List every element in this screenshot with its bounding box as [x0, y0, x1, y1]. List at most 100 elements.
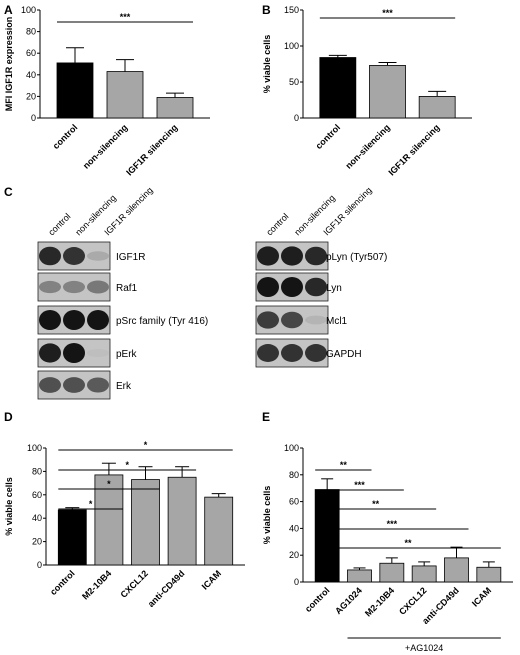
blot-band	[305, 315, 327, 325]
blot-band	[39, 377, 61, 393]
significance-label: **	[340, 460, 348, 470]
significance-label: ***	[382, 8, 393, 18]
y-tick-label: 80	[289, 470, 299, 480]
bar-anti-cd49d	[444, 557, 469, 583]
y-tick-label: 100	[27, 443, 42, 453]
blot-band	[63, 310, 85, 330]
category-label: non-silencing	[81, 122, 129, 170]
lane-label: control	[46, 211, 72, 237]
lane-label: control	[264, 211, 290, 237]
blot-band	[305, 246, 327, 266]
bar-m2-10b4	[379, 562, 405, 583]
y-tick-label: 100	[284, 41, 299, 51]
bar-control	[57, 509, 87, 566]
blot-band	[63, 280, 85, 294]
blot-row: pLyn (Tyr507)	[255, 241, 387, 271]
bar-anti-cd49d	[167, 476, 197, 566]
significance-label: **	[372, 499, 380, 509]
blot-row: GAPDH	[255, 338, 362, 368]
blot-band	[87, 377, 109, 393]
significance-label: ***	[354, 480, 365, 490]
significance-label: ***	[387, 519, 398, 529]
panel-letter-d: D	[4, 410, 13, 424]
blot-row: Lyn	[255, 272, 342, 302]
blot-band	[87, 310, 109, 330]
group-label: +AG1024	[405, 643, 443, 653]
blot-band	[257, 277, 279, 297]
bar-cxcl12	[411, 565, 437, 583]
blot-band	[39, 343, 61, 363]
significance-label: *	[144, 440, 148, 450]
category-label: ICAM	[200, 568, 223, 591]
category-label: IGF1R silencing	[386, 122, 441, 177]
blot-label: IGF1R	[116, 252, 145, 263]
category-label: control	[48, 568, 77, 597]
y-tick-label: 40	[32, 513, 42, 523]
blot-label: GAPDH	[326, 349, 362, 360]
panel-letter-b: B	[262, 3, 271, 17]
y-tick-label: 20	[26, 91, 36, 101]
y-tick-label: 60	[26, 48, 36, 58]
category-label: AG1024	[333, 585, 364, 616]
category-label: control	[51, 122, 80, 151]
blot-row: Erk	[37, 370, 132, 400]
blot-band	[281, 344, 303, 362]
category-label: M2-10B4	[363, 585, 396, 618]
significance-label: **	[404, 538, 412, 548]
blot-band	[39, 246, 61, 266]
y-tick-label: 40	[26, 70, 36, 80]
y-tick-label: 60	[32, 490, 42, 500]
bar-cxcl12	[131, 479, 160, 566]
blot-band	[305, 344, 327, 362]
category-label: control	[314, 122, 343, 151]
y-axis-label: % viable cells	[262, 486, 272, 545]
chart-b: 0 50 100 150 % viable cells control non-silenc…	[262, 5, 472, 178]
significance-label: *	[107, 479, 111, 489]
y-axis-label: % viable cells	[262, 35, 272, 94]
chart-d: 0 20 40 60 80 100 % viable cells control M2-10B4…	[4, 440, 245, 609]
y-tick-label: 20	[32, 537, 42, 547]
y-tick-label: 0	[37, 560, 42, 570]
significance-label: ***	[120, 12, 131, 22]
panel-letter-a: A	[4, 3, 13, 17]
blot-band	[281, 311, 303, 329]
y-axis-label: % viable cells	[4, 477, 14, 536]
blot-band	[39, 280, 61, 294]
blot-label: Mcl1	[326, 316, 348, 327]
bar-control	[319, 57, 357, 119]
blot-band	[87, 348, 109, 358]
bar-control	[314, 489, 340, 583]
chart-e: 0 20 40 60 80 100 % viable cells control AG1024 M…	[262, 443, 513, 653]
blot-band	[257, 344, 279, 362]
y-tick-label: 60	[289, 497, 299, 507]
bar-icam	[204, 496, 234, 566]
y-tick-label: 0	[31, 113, 36, 123]
category-label: non-silencing	[343, 122, 391, 170]
blot-row: pErk	[37, 338, 138, 368]
category-label: anti-CD49d	[146, 568, 187, 609]
y-tick-label: 50	[289, 77, 299, 87]
bar-non-silencing	[369, 65, 406, 119]
category-label: ICAM	[470, 585, 493, 608]
blot-band	[281, 246, 303, 266]
blot-label: Erk	[116, 381, 132, 392]
bar-ag1024	[347, 569, 372, 583]
significance-label: *	[89, 499, 93, 509]
blot-band	[87, 280, 109, 294]
blot-label: pSrc family (Tyr 416)	[116, 316, 208, 327]
category-label: CXCL12	[397, 585, 428, 616]
bar-igf1r-silencing	[156, 97, 194, 119]
category-label: M2-10B4	[80, 568, 113, 601]
y-axis-label: MFI IGF1R expression	[4, 17, 14, 112]
blot-label: pLyn (Tyr507)	[326, 252, 387, 263]
blot-row: Raf1	[37, 272, 138, 302]
panel-letter-e: E	[262, 410, 270, 424]
y-tick-label: 0	[294, 113, 299, 123]
significance-label: *	[125, 460, 129, 470]
panel-letter-c: C	[4, 185, 13, 199]
y-tick-label: 150	[284, 5, 299, 15]
bar-m2-10b4	[94, 474, 124, 566]
bar-igf1r-silencing	[418, 96, 456, 119]
